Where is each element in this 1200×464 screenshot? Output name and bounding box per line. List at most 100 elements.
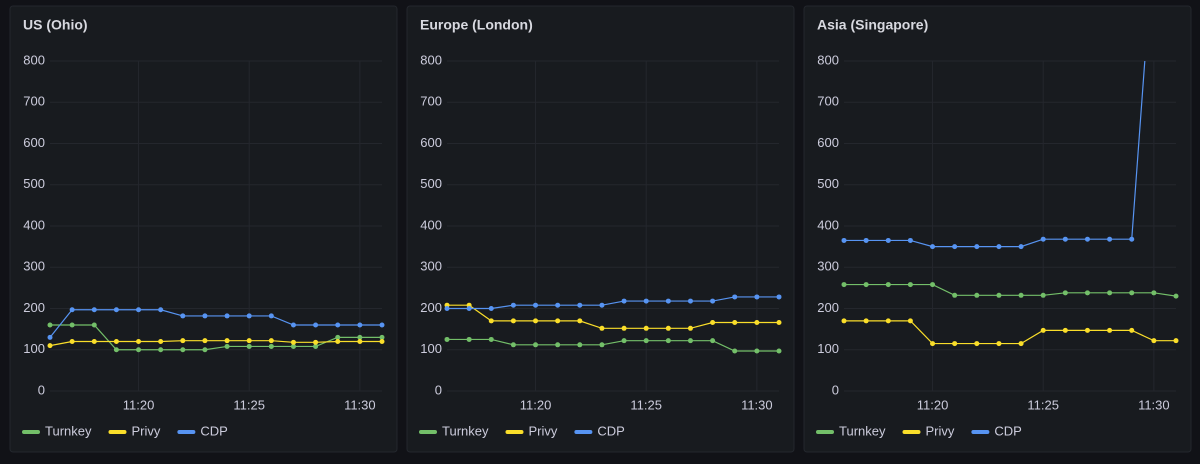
data-point (533, 302, 539, 308)
series-line (49, 309, 382, 338)
data-point (246, 313, 252, 319)
data-point (621, 298, 627, 304)
data-point (974, 292, 980, 298)
data-point (1062, 327, 1068, 333)
panel-title: US (Ohio) (23, 17, 88, 33)
data-point (1107, 236, 1113, 242)
data-point (555, 342, 561, 348)
data-point (732, 348, 738, 354)
data-point (158, 339, 164, 344)
y-tick-label: 200 (817, 300, 839, 315)
data-point (621, 338, 627, 344)
data-point (885, 318, 891, 324)
data-point (907, 237, 913, 243)
y-tick-label: 200 (23, 300, 45, 315)
data-point (555, 302, 561, 308)
data-point (599, 342, 605, 348)
data-point (665, 338, 671, 344)
legend-label: Turnkey (45, 423, 92, 438)
data-point (577, 342, 583, 348)
data-point (47, 334, 53, 340)
plot-area (47, 307, 385, 353)
data-point (1062, 236, 1068, 242)
data-point (599, 302, 605, 308)
data-point (996, 341, 1002, 347)
panel-title: Asia (Singapore) (817, 17, 928, 33)
data-point (180, 338, 186, 344)
panel-background (406, 5, 795, 453)
data-point (1151, 338, 1157, 344)
data-point (510, 302, 516, 308)
data-point (202, 338, 208, 344)
data-point (91, 307, 97, 313)
data-point (533, 318, 539, 324)
y-tick-label: 100 (420, 341, 442, 356)
data-point (930, 341, 936, 347)
data-point (113, 339, 119, 344)
data-point (996, 292, 1002, 298)
data-point (91, 339, 97, 344)
y-tick-label: 800 (817, 52, 839, 67)
data-point (841, 237, 847, 243)
y-tick-label: 400 (23, 217, 45, 232)
data-point (885, 237, 891, 243)
data-point (710, 298, 716, 304)
legend-label: Privy (925, 423, 954, 438)
panel: Europe (London) 0 100 200 300 400 500 600 700 800… (406, 5, 795, 453)
data-point (379, 322, 385, 328)
plot-area (444, 294, 782, 354)
data-point (863, 282, 869, 288)
panel-background (9, 5, 398, 453)
y-tick-label: 100 (817, 341, 839, 356)
data-point (533, 342, 539, 348)
data-point (158, 347, 164, 353)
y-tick-label: 0 (38, 382, 45, 397)
legend-label: Privy (131, 423, 160, 438)
data-point (577, 318, 583, 324)
data-point (158, 307, 164, 313)
data-point (444, 336, 450, 342)
y-tick-label: 300 (420, 259, 442, 274)
data-point (710, 338, 716, 344)
data-point (290, 339, 296, 345)
y-tick-label: 800 (420, 52, 442, 67)
data-point (907, 318, 913, 324)
data-point (1173, 338, 1179, 344)
data-point (69, 322, 75, 328)
data-point (202, 313, 208, 319)
data-point (577, 302, 583, 308)
legend-label: Turnkey (442, 423, 489, 438)
data-point (379, 334, 385, 340)
data-point (1018, 244, 1024, 250)
data-point (1040, 292, 1046, 298)
data-point (952, 244, 958, 250)
data-point (488, 306, 494, 311)
legend-label: CDP (200, 423, 227, 438)
y-tick-label: 200 (420, 300, 442, 315)
data-point (69, 339, 75, 344)
data-point (841, 282, 847, 288)
data-point (732, 320, 738, 326)
data-point (952, 292, 958, 298)
data-point (665, 298, 671, 304)
y-tick-label: 700 (420, 94, 442, 109)
panel-title: Europe (London) (420, 17, 533, 33)
data-point (1129, 327, 1135, 333)
data-point (1107, 290, 1113, 296)
data-point (974, 341, 980, 347)
data-point (113, 347, 119, 353)
y-tick-label: 600 (817, 135, 839, 150)
data-point (1173, 293, 1179, 299)
x-tick-label: 11:25 (233, 397, 265, 412)
legend-label: Privy (528, 423, 557, 438)
data-point (1129, 290, 1135, 296)
x-tick-label: 11:25 (1027, 397, 1059, 412)
data-point (754, 348, 760, 354)
data-point (1107, 327, 1113, 333)
data-point (776, 348, 782, 354)
data-point (930, 244, 936, 250)
data-point (776, 320, 782, 326)
data-point (841, 318, 847, 324)
y-tick-label: 600 (23, 135, 45, 150)
data-point (687, 338, 693, 344)
